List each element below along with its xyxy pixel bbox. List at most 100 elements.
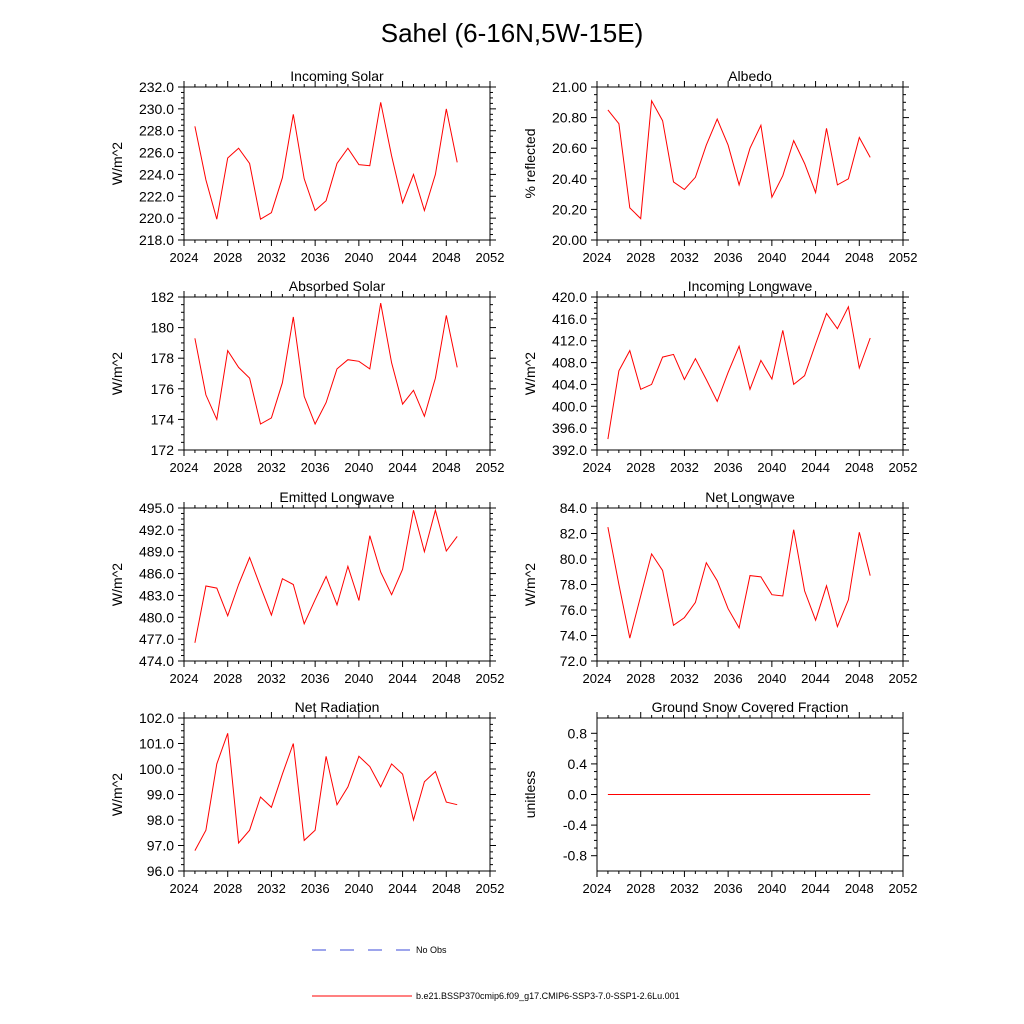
figure-title: Sahel (6-16N,5W-15E) <box>381 18 644 48</box>
panel-absorbed-solar: Absorbed Solar W/m^2 2024 2028 2032 2036 2040 2… <box>109 278 504 475</box>
x-tick-label: 2032 <box>670 881 699 896</box>
x-tick-label: 2052 <box>889 671 918 686</box>
y-tick-label: 21.00 <box>552 79 587 95</box>
x-tick-label: 2024 <box>170 460 199 475</box>
y-tick-label: 486.0 <box>139 566 174 582</box>
y-tick-label: 392.0 <box>552 442 587 458</box>
x-tick-label: 2052 <box>476 250 505 265</box>
x-tick-label: 2028 <box>213 671 242 686</box>
x-tick-label: 2040 <box>344 881 373 896</box>
x-tick-label: 2036 <box>714 250 743 265</box>
y-tick-label: 420.0 <box>552 289 587 305</box>
y-axis-label: W/m^2 <box>109 773 125 816</box>
x-tick-label: 2036 <box>714 671 743 686</box>
x-tick-label: 2044 <box>388 250 417 265</box>
x-tick-label: 2040 <box>757 671 786 686</box>
panel-emitted-longwave: Emitted Longwave W/m^2 2024 2028 2032 2036 204… <box>109 489 504 686</box>
y-tick-label: 76.0 <box>560 602 587 618</box>
plot-frame <box>596 86 904 241</box>
x-tick-label: 2052 <box>889 460 918 475</box>
y-tick-label: 0.0 <box>568 787 588 803</box>
x-tick-label: 2032 <box>257 250 286 265</box>
y-tick-label: 416.0 <box>552 311 587 327</box>
x-tick-label: 2036 <box>714 881 743 896</box>
x-tick-label: 2028 <box>213 250 242 265</box>
panel-title: Net Longwave <box>705 489 795 505</box>
panels: Incoming Solar W/m^2 2024 2028 2032 2036 2040 2… <box>109 68 917 896</box>
x-tick-label: 2052 <box>889 881 918 896</box>
plot-frame <box>596 507 904 662</box>
y-tick-label: 97.0 <box>147 838 174 854</box>
y-tick-label: 182 <box>151 289 175 305</box>
y-tick-label: 218.0 <box>139 232 174 248</box>
x-tick-label: 2040 <box>757 250 786 265</box>
x-tick-label: 2044 <box>388 460 417 475</box>
x-tick-label: 2044 <box>388 881 417 896</box>
series-line <box>194 733 458 851</box>
y-tick-label: 178 <box>151 350 175 366</box>
y-tick-label: 20.00 <box>552 232 587 248</box>
y-tick-label: 174 <box>151 411 175 427</box>
x-tick-label: 2044 <box>388 671 417 686</box>
series-line <box>607 99 871 220</box>
y-tick-label: 102.0 <box>139 710 174 726</box>
y-axis-label: W/m^2 <box>109 563 125 606</box>
panel-title: Net Radiation <box>295 699 380 715</box>
y-tick-label: 20.20 <box>552 201 587 217</box>
panel-net-radiation: Net Radiation W/m^2 2024 2028 2032 2036 2040 20… <box>109 699 504 896</box>
x-tick-label: 2052 <box>476 671 505 686</box>
y-tick-label: 222.0 <box>139 188 174 204</box>
legend-label-no-obs: No Obs <box>416 945 447 955</box>
x-tick-label: 2024 <box>583 671 612 686</box>
y-tick-label: 230.0 <box>139 101 174 117</box>
panel-title: Ground Snow Covered Fraction <box>652 699 849 715</box>
x-tick-label: 2048 <box>432 881 461 896</box>
y-tick-label: 20.40 <box>552 171 587 187</box>
y-tick-label: -0.4 <box>563 817 587 833</box>
x-tick-label: 2036 <box>301 881 330 896</box>
y-axis-label: W/m^2 <box>109 142 125 185</box>
x-tick-label: 2024 <box>583 250 612 265</box>
y-tick-label: 404.0 <box>552 376 587 392</box>
x-tick-label: 2036 <box>301 671 330 686</box>
x-tick-label: 2040 <box>344 250 373 265</box>
y-tick-label: 98.0 <box>147 812 174 828</box>
series-line <box>194 508 458 643</box>
panel-albedo: Albedo % reflected 2024 2028 2032 2036 2040 204… <box>522 68 917 265</box>
x-tick-label: 2024 <box>170 250 199 265</box>
y-tick-label: 96.0 <box>147 863 174 879</box>
x-tick-label: 2052 <box>476 460 505 475</box>
x-tick-label: 2036 <box>301 460 330 475</box>
y-tick-label: 232.0 <box>139 79 174 95</box>
y-tick-label: -0.8 <box>563 848 587 864</box>
y-tick-label: 176 <box>151 381 175 397</box>
x-tick-label: 2040 <box>757 881 786 896</box>
panel-ground-snow-covered-fraction: Ground Snow Covered Fraction unitless 2024… <box>522 699 917 896</box>
x-tick-label: 2048 <box>845 250 874 265</box>
y-tick-label: 78.0 <box>560 577 587 593</box>
series-line <box>607 527 871 639</box>
y-tick-label: 400.0 <box>552 398 587 414</box>
x-tick-label: 2044 <box>801 671 830 686</box>
y-tick-label: 0.8 <box>568 725 588 741</box>
x-tick-label: 2036 <box>301 250 330 265</box>
x-tick-label: 2032 <box>257 671 286 686</box>
y-tick-label: 492.0 <box>139 522 174 538</box>
x-tick-label: 2024 <box>170 671 199 686</box>
y-tick-label: 72.0 <box>560 653 587 669</box>
y-tick-label: 0.4 <box>568 756 588 772</box>
y-tick-label: 483.0 <box>139 587 174 603</box>
x-tick-label: 2028 <box>213 460 242 475</box>
x-tick-label: 2032 <box>670 250 699 265</box>
x-tick-label: 2048 <box>432 671 461 686</box>
panel-title: Incoming Solar <box>290 68 384 84</box>
y-tick-label: 99.0 <box>147 787 174 803</box>
y-tick-label: 101.0 <box>139 736 174 752</box>
panel-net-longwave: Net Longwave W/m^2 2024 2028 2032 2036 2040 204… <box>522 489 917 686</box>
x-tick-label: 2028 <box>626 881 655 896</box>
x-tick-label: 2032 <box>257 881 286 896</box>
x-tick-label: 2040 <box>344 671 373 686</box>
y-axis-label: W/m^2 <box>522 352 538 395</box>
panel-incoming-longwave: Incoming Longwave W/m^2 2024 2028 2032 2036 20… <box>522 278 917 475</box>
